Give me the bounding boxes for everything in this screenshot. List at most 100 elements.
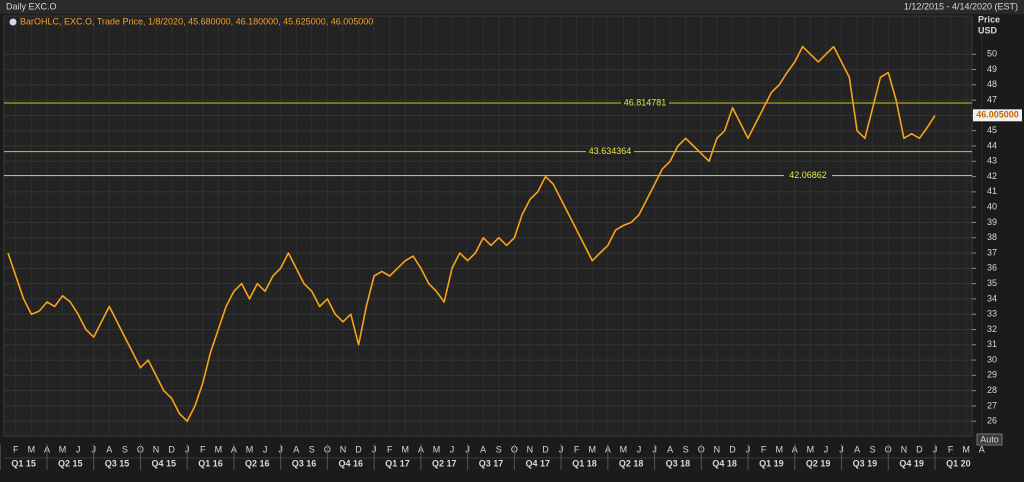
x-tick-label: M — [59, 444, 67, 454]
y-tick-label: 42 — [987, 171, 997, 181]
quarter-label: Q1 16 — [198, 458, 223, 468]
chart-title: Daily EXC.O — [6, 1, 57, 11]
x-tick-label: M — [775, 444, 783, 454]
legend: BarOHLC, EXC.O, Trade Price, 1/8/2020, 4… — [20, 16, 373, 26]
quarter-label: Q2 16 — [245, 458, 270, 468]
quarter-label: Q1 19 — [759, 458, 784, 468]
y-tick-label: 34 — [987, 293, 997, 303]
x-tick-label: M — [28, 444, 36, 454]
x-tick-label: J — [263, 444, 268, 454]
x-tick-label: M — [402, 444, 410, 454]
level-label: 42.06862 — [789, 170, 827, 180]
plot-area — [3, 15, 973, 437]
x-tick-label: D — [729, 444, 736, 454]
x-tick-label: S — [683, 444, 689, 454]
quarter-label: Q1 15 — [11, 458, 36, 468]
x-tick-label: N — [901, 444, 908, 454]
quarter-label: Q3 17 — [479, 458, 504, 468]
x-tick-label: D — [355, 444, 362, 454]
y-tick-label: 45 — [987, 125, 997, 135]
x-tick-label: M — [807, 444, 815, 454]
legend-icon — [9, 18, 17, 26]
quarter-label: Q4 17 — [525, 458, 550, 468]
y-tick-label: 44 — [987, 140, 997, 150]
y-tick-label: 26 — [987, 416, 997, 426]
y-tick-label: 35 — [987, 278, 997, 288]
x-tick-label: N — [527, 444, 534, 454]
quarter-label: Q3 19 — [853, 458, 878, 468]
y-tick-label: 33 — [987, 309, 997, 319]
quarter-label: Q3 16 — [292, 458, 317, 468]
y-tick-label: 43 — [987, 156, 997, 166]
x-tick-label: A — [480, 444, 486, 454]
quarter-label: Q2 19 — [806, 458, 831, 468]
x-tick-label: F — [13, 444, 19, 454]
x-tick-label: F — [387, 444, 393, 454]
x-tick-label: A — [106, 444, 112, 454]
x-tick-label: J — [824, 444, 829, 454]
y-tick-label: 36 — [987, 263, 997, 273]
y-tick-label: 40 — [987, 202, 997, 212]
y-tick-label: 39 — [987, 217, 997, 227]
y-tick-label: 48 — [987, 79, 997, 89]
y-tick-label: 41 — [987, 186, 997, 196]
quarter-label: Q4 18 — [712, 458, 737, 468]
y-tick-label: 28 — [987, 385, 997, 395]
x-tick-label: F — [948, 444, 954, 454]
x-tick-label: A — [979, 444, 985, 454]
x-tick-label: S — [870, 444, 876, 454]
x-tick-label: M — [589, 444, 597, 454]
x-tick-label: D — [542, 444, 549, 454]
x-tick-label: A — [293, 444, 299, 454]
x-tick-label: S — [496, 444, 502, 454]
x-tick-label: S — [309, 444, 315, 454]
level-label-bg — [586, 146, 634, 157]
auto-button-label[interactable]: Auto — [980, 434, 999, 444]
quarter-label: Q2 17 — [432, 458, 457, 468]
x-tick-label: J — [76, 444, 81, 454]
y-tick-label: 37 — [987, 247, 997, 257]
header-bar — [0, 0, 1024, 14]
quarter-label: Q3 18 — [666, 458, 691, 468]
level-label-bg — [784, 170, 832, 181]
x-tick-label: D — [916, 444, 923, 454]
x-tick-label: D — [168, 444, 175, 454]
y-tick-label: 38 — [987, 232, 997, 242]
x-tick-label: N — [153, 444, 160, 454]
y-tick-label: 27 — [987, 400, 997, 410]
last-price-label: 46.005000 — [976, 110, 1019, 120]
y-tick-label: 30 — [987, 354, 997, 364]
quarter-label: Q1 18 — [572, 458, 597, 468]
level-label: 46.814781 — [624, 97, 667, 107]
x-tick-label: J — [450, 444, 455, 454]
x-tick-label: N — [340, 444, 347, 454]
x-tick-label: M — [246, 444, 254, 454]
y-tick-label: 50 — [987, 49, 997, 59]
quarter-label: Q4 15 — [152, 458, 177, 468]
price-line — [7, 45, 936, 422]
y-tick-label: 47 — [987, 94, 997, 104]
y-tick-label: 49 — [987, 64, 997, 74]
level-label: 43.634364 — [589, 146, 632, 156]
x-tick-label: M — [215, 444, 223, 454]
last-price-tag — [973, 109, 1022, 122]
grid — [4, 16, 983, 436]
x-tick-label: J — [637, 444, 642, 454]
auto-button[interactable] — [976, 433, 1003, 446]
axis-unit: USD — [978, 25, 998, 35]
x-tick-label: F — [200, 444, 206, 454]
quarter-label: Q2 15 — [58, 458, 83, 468]
quarter-label: Q3 15 — [105, 458, 130, 468]
x-tick-label: S — [122, 444, 128, 454]
y-tick-label: 29 — [987, 370, 997, 380]
x-tick-label: F — [574, 444, 580, 454]
y-tick-label: 31 — [987, 339, 997, 349]
x-tick-label: M — [620, 444, 628, 454]
x-tick-label: A — [667, 444, 673, 454]
quarter-label: Q1 20 — [946, 458, 971, 468]
quarter-label: Q2 18 — [619, 458, 644, 468]
x-tick-label: M — [962, 444, 970, 454]
quarter-label: Q4 16 — [338, 458, 363, 468]
level-label-bg — [621, 97, 669, 108]
